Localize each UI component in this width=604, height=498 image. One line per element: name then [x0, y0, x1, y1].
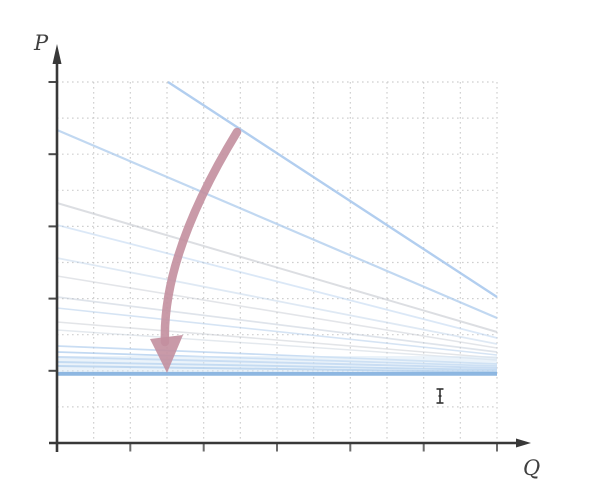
- y-axis-label: P: [33, 31, 49, 55]
- x-ticks: [129, 443, 498, 452]
- demand-ghost-5: [56, 257, 498, 345]
- x-axis: [49, 438, 531, 448]
- text-cursor-icon: [436, 388, 444, 404]
- x-axis-label: Q: [523, 456, 540, 480]
- rotation-arrow: [150, 127, 242, 373]
- demand-ghost-7: [56, 296, 498, 353]
- grid: [57, 81, 498, 443]
- demand-ghost-4: [56, 224, 498, 339]
- demand-ghost-3: [56, 202, 498, 333]
- y-axis: [52, 44, 62, 452]
- perfectly-elastic-demand-line: [57, 356, 497, 376]
- demand-ghost-10: [56, 329, 498, 361]
- demand-ghost-6: [56, 275, 498, 349]
- demand-ghost-9: [56, 321, 498, 359]
- demand-ghost-8: [56, 307, 498, 356]
- demand-ghost-2: [56, 128, 498, 320]
- demand-steep-1: [167, 80, 498, 299]
